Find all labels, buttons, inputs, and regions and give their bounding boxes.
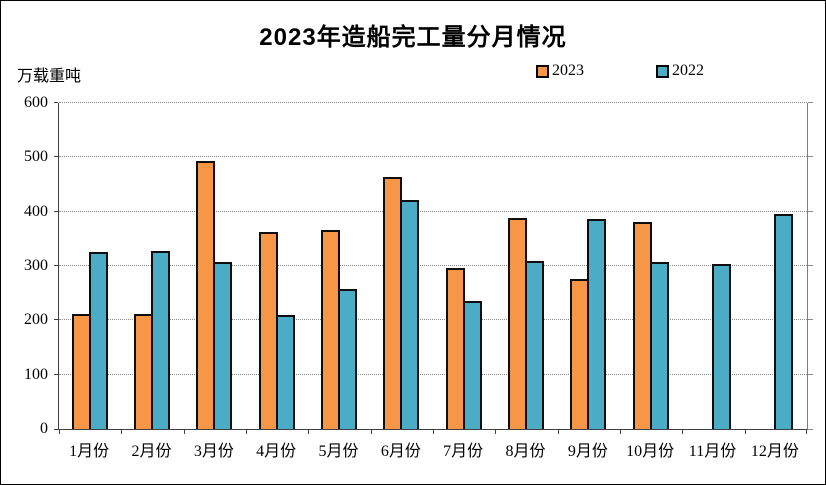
bar-2022-6月份 bbox=[400, 200, 420, 429]
x-axis-tick-7 bbox=[495, 430, 496, 434]
bar-2022-10月份 bbox=[649, 261, 669, 429]
x-tick-label-7: 7月份 bbox=[443, 443, 484, 460]
bar-2022-9月份 bbox=[587, 219, 607, 429]
legend-swatch-2022-icon bbox=[656, 64, 669, 78]
x-tick-label-8: 8月份 bbox=[505, 443, 546, 460]
legend-item-2023: 2023 bbox=[536, 62, 584, 80]
chart-title: 2023年造船完工量分月情况 bbox=[259, 24, 567, 51]
x-tick-label-1: 1月份 bbox=[69, 443, 110, 460]
x-axis-tick-8 bbox=[558, 430, 559, 434]
x-axis-tick-3 bbox=[246, 430, 247, 434]
x-axis-tick-9 bbox=[620, 430, 621, 434]
x-axis-tick-6 bbox=[433, 430, 434, 434]
bar-2022-11月份 bbox=[712, 264, 731, 429]
bar-2022-4月份 bbox=[275, 314, 295, 429]
y-tick-label-300: 300 bbox=[24, 257, 48, 274]
left-axis-tick-0 bbox=[54, 429, 58, 430]
gridline-200 bbox=[59, 319, 807, 321]
legend-swatch-2023-icon bbox=[536, 64, 549, 78]
gridline-500 bbox=[59, 156, 807, 158]
y-tick-label-0: 0 bbox=[40, 420, 48, 437]
x-tick-label-9: 9月份 bbox=[567, 443, 608, 460]
x-tick-label-2: 2月份 bbox=[131, 443, 172, 460]
plot-area bbox=[54, 102, 813, 434]
x-tick-label-12: 12月份 bbox=[750, 443, 799, 460]
x-tick-label-6: 6月份 bbox=[380, 443, 421, 460]
right-axis-tick-500 bbox=[808, 156, 813, 158]
x-axis-tick-4 bbox=[308, 430, 309, 434]
right-axis-tick-400 bbox=[808, 210, 813, 212]
legend-label-2022: 2022 bbox=[672, 62, 704, 79]
x-axis-tick-11 bbox=[745, 430, 746, 434]
bar-2022-3月份 bbox=[213, 261, 233, 429]
x-tick-label-11: 11月份 bbox=[688, 443, 737, 460]
bar-2022-7月份 bbox=[462, 300, 482, 429]
left-axis-tick-200 bbox=[54, 319, 58, 321]
left-axis-tick-500 bbox=[54, 156, 58, 158]
left-axis-tick-600 bbox=[54, 102, 58, 103]
y-tick-label-600: 600 bbox=[24, 94, 48, 111]
left-axis-tick-400 bbox=[54, 210, 58, 212]
gridline-400 bbox=[59, 210, 807, 212]
y-tick-label-500: 500 bbox=[24, 148, 48, 166]
legend-label-2023: 2023 bbox=[552, 62, 584, 79]
x-axis-tick-12 bbox=[806, 430, 807, 434]
x-axis-tick-10 bbox=[682, 430, 683, 434]
x-tick-label-5: 5月份 bbox=[318, 443, 359, 460]
right-axis-tick-300 bbox=[808, 265, 813, 266]
y-tick-label-200: 200 bbox=[24, 311, 48, 329]
gridline-300 bbox=[59, 265, 807, 266]
x-tick-label-4: 4月份 bbox=[256, 443, 297, 460]
x-axis-tick-1 bbox=[121, 430, 122, 434]
x-axis-tick-2 bbox=[184, 430, 185, 434]
right-axis-tick-100 bbox=[808, 373, 813, 375]
gridline-600 bbox=[59, 102, 807, 103]
x-axis-tick-5 bbox=[371, 430, 372, 434]
y-tick-label-400: 400 bbox=[24, 202, 48, 220]
right-axis-tick-0 bbox=[808, 429, 813, 430]
gridline-100 bbox=[59, 373, 807, 375]
x-axis-tick-0 bbox=[59, 430, 60, 434]
bar-2022-8月份 bbox=[525, 260, 544, 429]
bar-2022-5月份 bbox=[338, 289, 357, 429]
x-tick-label-10: 10月份 bbox=[626, 443, 675, 460]
bar-2022-2月份 bbox=[151, 250, 170, 429]
x-tick-label-3: 3月份 bbox=[193, 443, 234, 460]
right-axis-tick-600 bbox=[808, 102, 813, 103]
y-tick-label-100: 100 bbox=[24, 365, 48, 383]
right-axis-tick-200 bbox=[808, 319, 813, 321]
left-axis-tick-300 bbox=[54, 265, 58, 266]
bar-2022-1月份 bbox=[88, 251, 108, 429]
legend-item-2022: 2022 bbox=[656, 62, 704, 80]
y-axis-unit-label: 万载重吨 bbox=[17, 68, 82, 85]
x-axis-labels: 1月份 2月份 3月份 4月份 5月份 6月份 7月份 8月份 9月份 10月份 11月份 12月份 bbox=[58, 437, 806, 460]
legend: 2023 2022 bbox=[1, 62, 825, 80]
left-axis-tick-100 bbox=[54, 373, 58, 375]
bar-2022-12月份 bbox=[774, 213, 794, 429]
